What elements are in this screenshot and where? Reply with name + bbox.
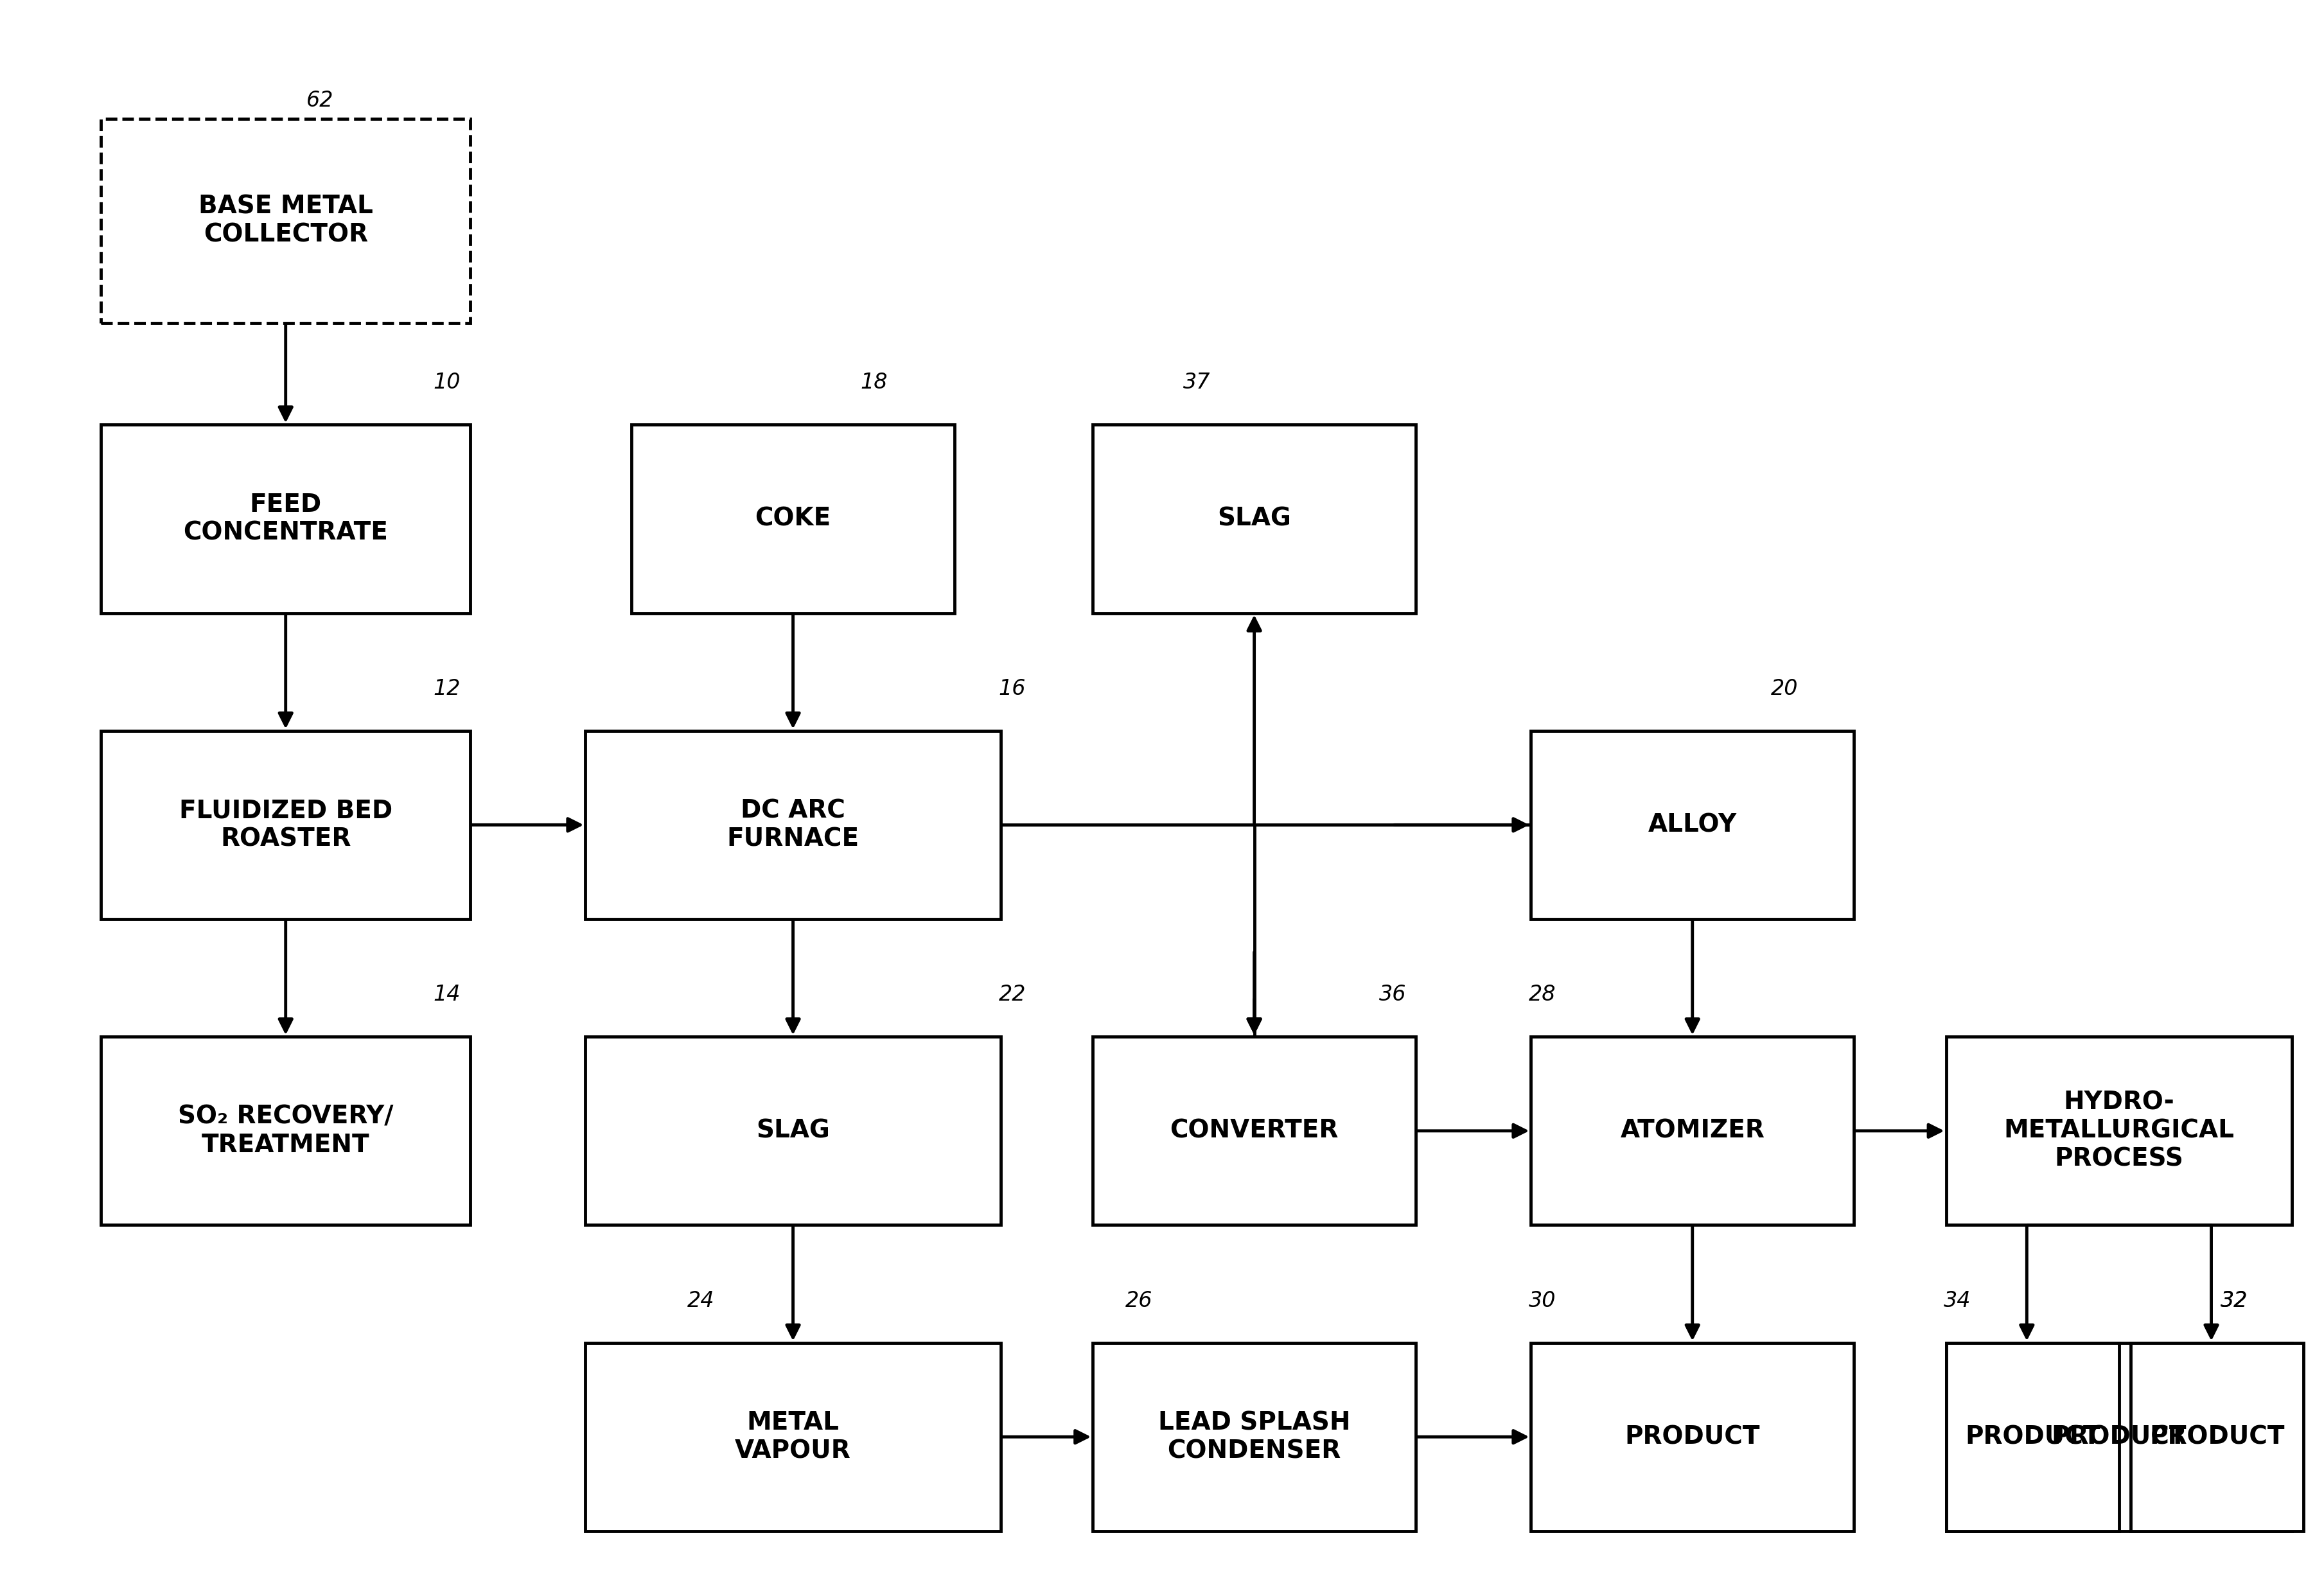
Text: HYDRO-
METALLURGICAL
PROCESS: HYDRO- METALLURGICAL PROCESS	[2003, 1090, 2233, 1171]
FancyBboxPatch shape	[102, 425, 469, 613]
FancyBboxPatch shape	[1532, 1343, 1855, 1531]
Text: 10: 10	[435, 373, 460, 394]
Text: 62: 62	[307, 90, 335, 111]
Text: LEAD SPLASH
CONDENSER: LEAD SPLASH CONDENSER	[1157, 1411, 1350, 1463]
FancyBboxPatch shape	[1945, 1343, 2119, 1531]
Text: FLUIDIZED BED
ROASTER: FLUIDIZED BED ROASTER	[179, 798, 393, 851]
FancyBboxPatch shape	[632, 425, 955, 613]
FancyBboxPatch shape	[102, 730, 469, 919]
Text: 18: 18	[860, 373, 888, 394]
Text: 20: 20	[1771, 678, 1799, 700]
Text: 26: 26	[1125, 1290, 1153, 1311]
Text: ALLOY: ALLOY	[1648, 813, 1736, 836]
FancyBboxPatch shape	[2131, 1343, 2303, 1531]
Text: 16: 16	[999, 678, 1025, 700]
FancyBboxPatch shape	[586, 730, 1002, 919]
Text: SO₂ RECOVERY/
TREATMENT: SO₂ RECOVERY/ TREATMENT	[179, 1105, 393, 1157]
FancyBboxPatch shape	[102, 119, 469, 322]
Text: BASE METAL
COLLECTOR: BASE METAL COLLECTOR	[198, 195, 372, 248]
FancyBboxPatch shape	[1092, 425, 1415, 613]
FancyBboxPatch shape	[1945, 1343, 2291, 1531]
FancyBboxPatch shape	[586, 1036, 1002, 1225]
Text: ATOMIZER: ATOMIZER	[1620, 1119, 1764, 1143]
FancyBboxPatch shape	[1092, 1343, 1415, 1531]
Text: METAL
VAPOUR: METAL VAPOUR	[734, 1411, 851, 1463]
FancyBboxPatch shape	[586, 1343, 1002, 1531]
FancyBboxPatch shape	[1092, 1036, 1415, 1225]
FancyBboxPatch shape	[1532, 730, 1855, 919]
Text: 28: 28	[1529, 984, 1557, 1005]
Text: 22: 22	[999, 984, 1025, 1005]
FancyBboxPatch shape	[102, 1036, 469, 1225]
Text: SLAG: SLAG	[755, 1119, 830, 1143]
Text: 12: 12	[435, 678, 460, 700]
Text: PRODUCT: PRODUCT	[1624, 1425, 1759, 1449]
Text: 37: 37	[1183, 373, 1211, 394]
Text: 34: 34	[1943, 1290, 1971, 1311]
Text: DC ARC
FURNACE: DC ARC FURNACE	[727, 798, 860, 851]
FancyBboxPatch shape	[1945, 1036, 2291, 1225]
FancyBboxPatch shape	[1532, 1036, 1855, 1225]
Text: 30: 30	[1529, 1290, 1557, 1311]
Text: 14: 14	[435, 984, 460, 1005]
Text: 36: 36	[1378, 984, 1406, 1005]
Text: CONVERTER: CONVERTER	[1169, 1119, 1339, 1143]
Text: COKE: COKE	[755, 506, 832, 532]
Text: 32: 32	[2222, 1290, 2247, 1311]
Text: 32: 32	[2222, 1290, 2247, 1311]
Text: PRODUCT: PRODUCT	[2150, 1425, 2284, 1449]
Text: PRODUCT: PRODUCT	[2052, 1425, 2187, 1449]
Text: PRODUCT: PRODUCT	[1966, 1425, 2101, 1449]
Text: SLAG: SLAG	[1218, 506, 1292, 532]
Text: FEED
CONCENTRATE: FEED CONCENTRATE	[184, 492, 388, 546]
Text: 24: 24	[688, 1290, 713, 1311]
